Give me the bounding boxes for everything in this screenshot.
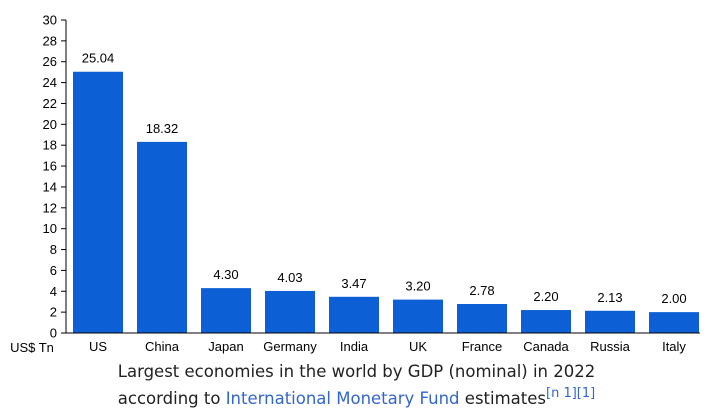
y-tick-label: 4 <box>50 284 57 299</box>
bar <box>265 290 315 333</box>
x-tick-label: Japan <box>208 339 243 354</box>
y-tick-label: 0 <box>50 326 57 341</box>
bar <box>585 310 635 333</box>
y-tick-label: 14 <box>43 179 57 194</box>
bar <box>137 141 187 333</box>
bar <box>521 310 571 333</box>
y-tick-label: 10 <box>43 221 57 236</box>
y-tick-label: 30 <box>43 13 57 28</box>
bar <box>73 71 123 334</box>
x-tick-label: China <box>145 339 180 354</box>
chart-caption: Largest economies in the world by GDP (n… <box>0 358 713 412</box>
y-tick-label: 6 <box>50 263 57 278</box>
bar <box>201 288 251 333</box>
caption-prefix: according to <box>117 389 226 408</box>
bar-value-label: 3.47 <box>341 276 366 291</box>
y-tick-label: 12 <box>43 200 57 215</box>
bars: 25.04 18.32 4.30 4.03 3.47 3.20 2.78 2.20 2.13 2.… <box>73 51 699 334</box>
bar-value-label: 2.13 <box>597 290 622 305</box>
y-tick-label: 22 <box>43 96 57 111</box>
y-tick-label: 18 <box>43 138 57 153</box>
y-tick-label: 2 <box>50 305 57 320</box>
bar <box>457 303 507 333</box>
bar-value-label: 2.78 <box>469 283 494 298</box>
bar-value-label: 18.32 <box>146 121 179 136</box>
y-tick-label: 28 <box>43 33 57 48</box>
caption-suffix: estimates <box>459 389 546 408</box>
caption-line-1: Largest economies in the world by GDP (n… <box>117 362 596 381</box>
y-tick-label: 24 <box>43 75 57 90</box>
y-tick-label: 8 <box>50 242 57 257</box>
bar-value-label: 25.04 <box>82 51 115 66</box>
bar-value-label: 2.20 <box>533 289 558 304</box>
y-axis-unit-label: US$ Tn <box>10 340 54 355</box>
y-tick-label: 16 <box>43 159 57 174</box>
x-tick-label: India <box>340 339 369 354</box>
bar <box>393 299 443 333</box>
bar-value-label: 3.20 <box>405 279 430 294</box>
caption-line-2: according to International Monetary Fund… <box>0 385 713 412</box>
y-tick-label: 26 <box>43 54 57 69</box>
x-tick-label: Italy <box>662 339 686 354</box>
imf-link[interactable]: International Monetary Fund <box>225 389 460 408</box>
x-tick-label: Russia <box>590 339 631 354</box>
bar-value-label: 2.00 <box>661 291 686 306</box>
bar-value-label: 4.03 <box>277 270 302 285</box>
bar <box>649 312 699 333</box>
x-tick-label: Canada <box>523 339 569 354</box>
y-tick-label: 20 <box>43 117 57 132</box>
x-tick-label: Germany <box>263 339 317 354</box>
bar <box>329 296 379 333</box>
x-tick-label: UK <box>409 339 427 354</box>
x-axis: US China Japan Germany India UK France Canada Ru… <box>66 332 700 354</box>
reference-links[interactable]: [n 1][1] <box>546 386 596 401</box>
x-tick-label: US <box>89 339 107 354</box>
x-tick-label: France <box>462 339 502 354</box>
bar-value-label: 4.30 <box>213 267 238 282</box>
